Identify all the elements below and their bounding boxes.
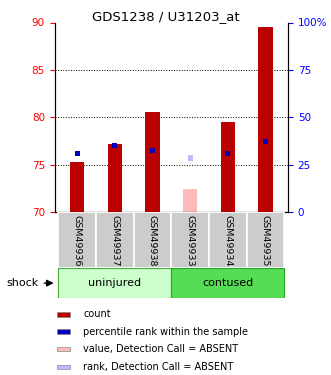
Bar bbox=[247, 212, 284, 268]
Bar bbox=[171, 268, 284, 298]
Text: count: count bbox=[83, 309, 111, 320]
Text: GSM49933: GSM49933 bbox=[186, 214, 195, 266]
Text: contused: contused bbox=[202, 278, 253, 288]
Text: shock: shock bbox=[7, 278, 39, 288]
Bar bbox=[171, 212, 209, 268]
Bar bbox=[57, 365, 70, 369]
Bar bbox=[209, 212, 247, 268]
Bar bbox=[75, 151, 80, 156]
Bar bbox=[258, 27, 272, 212]
Text: uninjured: uninjured bbox=[88, 278, 141, 288]
Bar bbox=[70, 162, 84, 212]
Bar bbox=[58, 212, 96, 268]
Text: rank, Detection Call = ABSENT: rank, Detection Call = ABSENT bbox=[83, 362, 233, 372]
Bar bbox=[145, 111, 160, 212]
Bar bbox=[188, 155, 193, 160]
Text: GSM49938: GSM49938 bbox=[148, 214, 157, 266]
Text: GSM49934: GSM49934 bbox=[223, 214, 232, 266]
Text: GDS1238 / U31203_at: GDS1238 / U31203_at bbox=[92, 10, 239, 24]
Text: value, Detection Call = ABSENT: value, Detection Call = ABSENT bbox=[83, 344, 238, 354]
Bar bbox=[183, 189, 197, 212]
Bar bbox=[113, 142, 117, 148]
Bar bbox=[150, 148, 155, 153]
Bar bbox=[96, 212, 134, 268]
Bar bbox=[108, 144, 122, 212]
Text: GSM49937: GSM49937 bbox=[110, 214, 119, 266]
Bar bbox=[57, 330, 70, 334]
Bar bbox=[263, 139, 268, 144]
Text: GSM49936: GSM49936 bbox=[73, 214, 82, 266]
Text: percentile rank within the sample: percentile rank within the sample bbox=[83, 327, 248, 337]
Bar bbox=[134, 212, 171, 268]
Bar bbox=[58, 268, 171, 298]
Bar bbox=[57, 312, 70, 316]
Text: GSM49935: GSM49935 bbox=[261, 214, 270, 266]
Bar bbox=[225, 151, 230, 156]
Bar bbox=[57, 347, 70, 351]
Bar bbox=[220, 122, 235, 212]
